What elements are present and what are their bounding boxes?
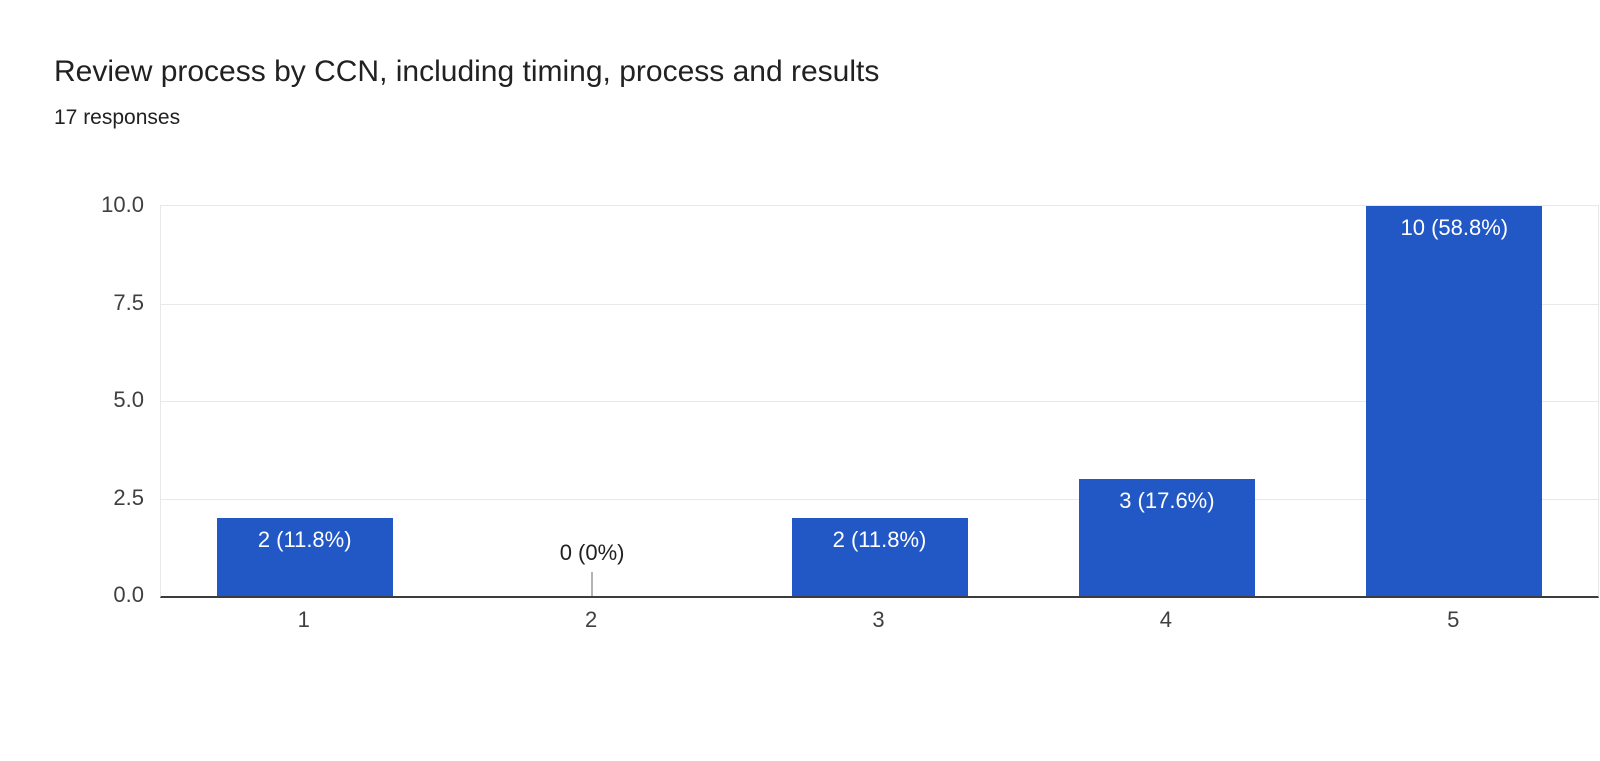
y-tick-label: 0.0 (113, 582, 144, 607)
gridline-7-5 (161, 303, 1598, 305)
bar-category-5[interactable]: 10 (58.8%) (1366, 206, 1543, 596)
gridline-5-0 (161, 401, 1598, 402)
zero-value-stem (591, 572, 594, 596)
bar-category-3[interactable]: 2 (11.8%) (791, 518, 968, 596)
y-tick-label: 7.5 (113, 289, 144, 315)
bar-value-label: 10 (58.8%) (1400, 215, 1509, 240)
x-tick-label: 5 (1447, 607, 1460, 632)
y-tick-label: 2.5 (113, 484, 144, 510)
gridline-2-5 (161, 498, 1598, 500)
y-tick-label: 10.0 (101, 192, 144, 217)
bar-value-label: 2 (11.8%) (832, 527, 927, 552)
x-tick-label: 4 (1159, 607, 1173, 632)
y-axis-labels: 10.0 7.5 5.0 2.5 0.0 (0, 192, 144, 607)
response-count: 17 responses (54, 106, 181, 129)
bar-value-label: 2 (11.8%) (257, 527, 352, 552)
x-tick-label: 3 (872, 607, 885, 632)
bar-category-1[interactable]: 2 (11.8%) (216, 518, 393, 596)
bar-value-label: 3 (17.6%) (1119, 488, 1215, 513)
x-axis-labels: 1 2 3 4 5 (160, 607, 1597, 639)
bar-value-label: 0 (0%) (559, 540, 625, 565)
bar-category-4[interactable]: 3 (17.6%) (1078, 479, 1255, 596)
x-tick-label: 2 (584, 607, 598, 632)
y-tick-label: 5.0 (113, 387, 144, 412)
chart-title: Review process by CCN, including timing,… (54, 55, 880, 88)
plot-area: 2 (11.8%) 0 (0%) 2 (11.8%) 3 (17.6%) 10 (58.… (160, 205, 1599, 598)
x-tick-label: 1 (297, 607, 310, 632)
